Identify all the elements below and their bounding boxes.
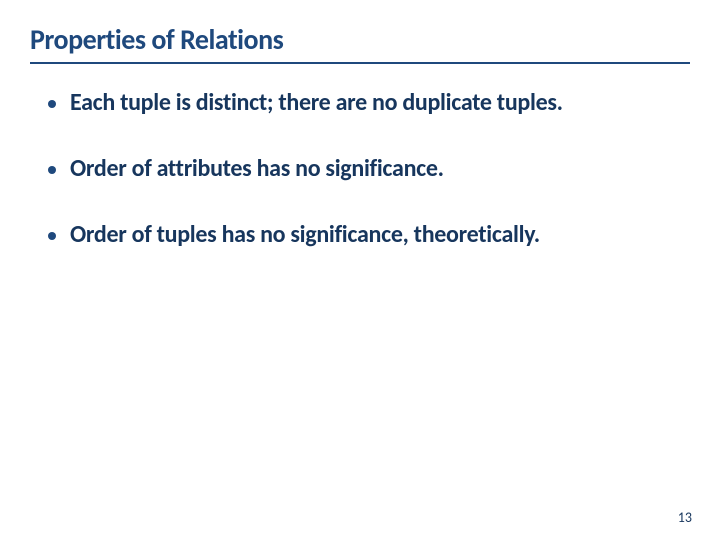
- list-item: Each tuple is distinct; there are no dup…: [48, 88, 660, 118]
- slide-title: Properties of Relations: [30, 22, 283, 57]
- bullet-icon: [48, 100, 56, 108]
- bullet-icon: [48, 232, 56, 240]
- bullet-icon: [48, 166, 56, 174]
- bullet-text: Order of attributes has no significance.: [70, 154, 444, 184]
- title-underline: [30, 62, 690, 64]
- bullet-text: Each tuple is distinct; there are no dup…: [70, 88, 563, 118]
- slide-container: Properties of Relations Each tuple is di…: [0, 0, 720, 540]
- bullet-text: Order of tuples has no significance, the…: [70, 220, 540, 250]
- list-item: Order of tuples has no significance, the…: [48, 220, 660, 250]
- bullet-list: Each tuple is distinct; there are no dup…: [48, 88, 660, 286]
- page-number: 13: [678, 509, 692, 526]
- list-item: Order of attributes has no significance.: [48, 154, 660, 184]
